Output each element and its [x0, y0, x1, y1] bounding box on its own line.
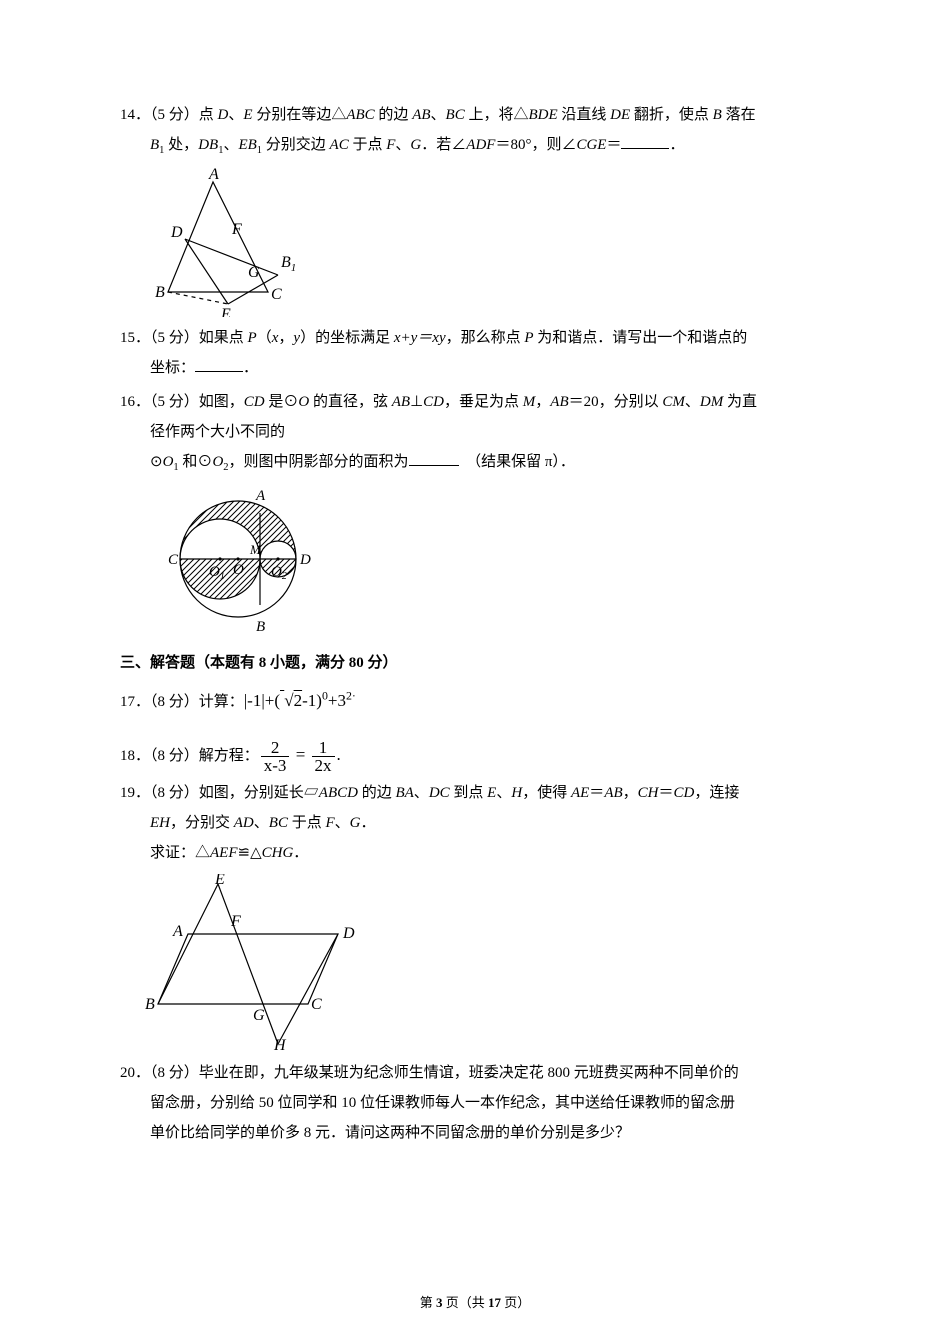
question-15: 15．（5 分）如果点 P（x，y）的坐标满足 x+y＝xy，那么称点 P 为和…: [120, 323, 830, 383]
q20-num: 20．（8 分）: [120, 1065, 199, 1081]
svg-text:M: M: [249, 542, 262, 557]
svg-text:H: H: [273, 1037, 287, 1052]
svg-text:G: G: [253, 1007, 265, 1024]
q15-blank: [195, 357, 243, 372]
q17-expr: |-1|+( √2-1)0+32·: [244, 684, 356, 718]
question-17: 17．（8 分）计算： |-1|+( √2-1)0+32·: [120, 684, 830, 718]
q19-line2: EH，分别交 AD、BC 于点 F、G．: [120, 808, 830, 838]
svg-text:A: A: [172, 923, 183, 940]
q14-blank: [621, 134, 669, 149]
question-18: 18．（8 分）解方程： 2x-3 = 12x.: [120, 738, 830, 774]
q14-line2: B1 处，DB1、EB1 分别交边 AC 于点 F、G．若∠ADF＝80°，则∠…: [120, 130, 830, 161]
svg-text:B1: B1: [281, 254, 296, 274]
q16-num: 16．（5 分）: [120, 394, 199, 410]
svg-text:D: D: [342, 925, 355, 942]
q16-line2: 径作两个大小不同的: [120, 417, 830, 447]
question-20: 20．（8 分）毕业在即，九年级某班为纪念师生情谊，班委决定花 800 元班费买…: [120, 1058, 830, 1148]
svg-text:C: C: [311, 996, 322, 1013]
svg-text:F: F: [231, 221, 242, 238]
q16-figure: A C D B M O O1 O2: [143, 484, 831, 634]
page-footer: 第 3 页（共 17 页）: [0, 1290, 950, 1316]
svg-text:B: B: [145, 996, 155, 1013]
svg-text:E: E: [220, 306, 231, 317]
svg-text:B: B: [155, 284, 165, 301]
q15-text: 15．（5 分）如果点 P（x，y）的坐标满足 x+y＝xy，那么称点 P 为和…: [120, 323, 830, 353]
question-19: 19．（8 分）如图，分别延长▱ABCD 的边 BA、DC 到点 E、H，使得 …: [120, 778, 830, 1052]
q19-text: 19．（8 分）如图，分别延长▱ABCD 的边 BA、DC 到点 E、H，使得 …: [120, 778, 830, 808]
svg-text:B: B: [256, 619, 265, 634]
svg-text:E: E: [214, 874, 225, 888]
svg-text:C: C: [168, 552, 179, 568]
q20-l3: 单价比给同学的单价多 8 元．请问这两种不同留念册的单价分别是多少？: [120, 1118, 830, 1148]
q20-l1: 20．（8 分）毕业在即，九年级某班为纪念师生情谊，班委决定花 800 元班费买…: [120, 1058, 830, 1088]
q16-text: 16．（5 分）如图，CD 是⊙O 的直径，弦 AB⊥CD，垂足为点 M，AB＝…: [120, 387, 830, 417]
svg-text:D: D: [299, 552, 311, 568]
q14-num: 14．（5 分）: [120, 107, 199, 123]
svg-text:A: A: [255, 488, 266, 504]
section-3-heading: 三、解答题（本题有 8 小题，满分 80 分）: [120, 648, 830, 678]
question-14: 14．（5 分）点 D、E 分别在等边△ABC 的边 AB、BC 上，将△BDE…: [120, 100, 830, 317]
svg-text:D: D: [170, 224, 183, 241]
svg-text:A: A: [208, 167, 219, 183]
q19-figure: E A F D B G C H: [143, 874, 831, 1052]
q15-line2: 坐标：．: [120, 353, 830, 383]
q14-figure: A D F B1 G B C E: [143, 167, 831, 317]
svg-text:G: G: [248, 264, 260, 281]
question-16: 16．（5 分）如图，CD 是⊙O 的直径，弦 AB⊥CD，垂足为点 M，AB＝…: [120, 387, 830, 634]
svg-text:C: C: [271, 286, 282, 303]
q14-text: 14．（5 分）点 D、E 分别在等边△ABC 的边 AB、BC 上，将△BDE…: [120, 100, 830, 130]
q20-l2: 留念册，分别给 50 位同学和 10 位任课教师每人一本作纪念，其中送给任课教师…: [120, 1088, 830, 1118]
q18-num: 18．（8 分）解方程：: [120, 741, 259, 771]
q18-expr: 2x-3 = 12x.: [259, 738, 341, 774]
q17-num: 17．（8 分）计算：: [120, 687, 244, 717]
q16-blank: [409, 451, 459, 466]
q15-num: 15．（5 分）: [120, 330, 199, 346]
q16-line3: ⊙O1 和⊙O2，则图中阴影部分的面积为 （结果保留 π）．: [120, 447, 830, 478]
q19-num: 19．（8 分）: [120, 785, 199, 801]
svg-text:F: F: [230, 913, 241, 930]
svg-text:O: O: [233, 562, 244, 578]
q19-line3: 求证：△AEF≌△CHG．: [120, 838, 830, 868]
